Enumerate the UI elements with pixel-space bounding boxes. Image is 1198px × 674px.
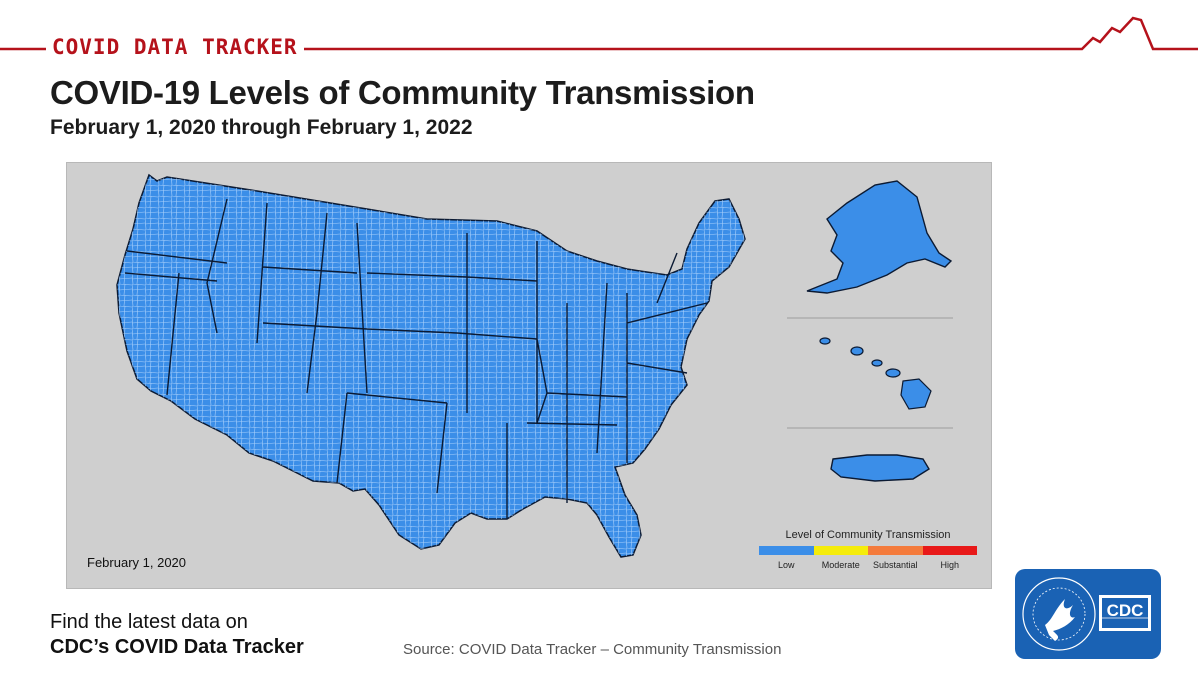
- transmission-map: [116, 173, 953, 558]
- alaska-shape: [806, 180, 953, 294]
- legend-color-bar: [759, 546, 977, 555]
- county-lines: [117, 175, 745, 557]
- cdc-box-inner: [1102, 598, 1148, 628]
- map-panel: February 1, 2020 Level of Community Tran…: [66, 162, 992, 589]
- data-tracker-link[interactable]: CDC’s COVID Data Tracker: [50, 636, 304, 658]
- legend-label-high: High: [940, 560, 959, 570]
- map-legend: Level of Community Transmission Low Mode…: [759, 529, 977, 570]
- header-rule: [0, 16, 1198, 51]
- legend-swatch-moderate: [813, 546, 868, 555]
- legend-label-low: Low: [777, 560, 795, 570]
- state-borders: [124, 198, 708, 519]
- hhs-eagle-icon: [1045, 599, 1075, 641]
- legend-label-substantial: Substantial: [872, 560, 918, 570]
- legend-swatch-substantial: [868, 546, 923, 555]
- hhs-seal-text-ring: [1032, 587, 1086, 641]
- map-date-label: February 1, 2020: [87, 555, 187, 570]
- page-subtitle: February 1, 2020 through February 1, 202…: [50, 116, 473, 139]
- cdc-wordmark: CDC: [1107, 601, 1144, 620]
- cdc-logo: CDC: [1015, 569, 1161, 659]
- puerto-rico-shape: [830, 454, 930, 482]
- legend-label-moderate: Moderate: [821, 560, 860, 570]
- page-title: COVID-19 Levels of Community Transmissio…: [50, 74, 755, 111]
- source-note: Source: COVID Data Tracker – Community T…: [403, 641, 782, 658]
- tracker-label: COVID DATA TRACKER: [46, 35, 304, 59]
- latest-data-text: Find the latest data on: [50, 611, 248, 633]
- legend-swatch-low: [759, 546, 814, 555]
- legend-title: Level of Community Transmission: [785, 529, 951, 541]
- hhs-cdc-logo-graphic: CDC: [1022, 577, 1151, 651]
- tracker-sparkline: [0, 16, 1198, 51]
- legend-swatch-high: [922, 546, 977, 555]
- hawaii-shape: [819, 337, 932, 410]
- hhs-seal-ring: [1022, 577, 1096, 651]
- contiguous-us: [116, 173, 746, 558]
- legend-labels: Low Moderate Substantial High: [759, 560, 977, 570]
